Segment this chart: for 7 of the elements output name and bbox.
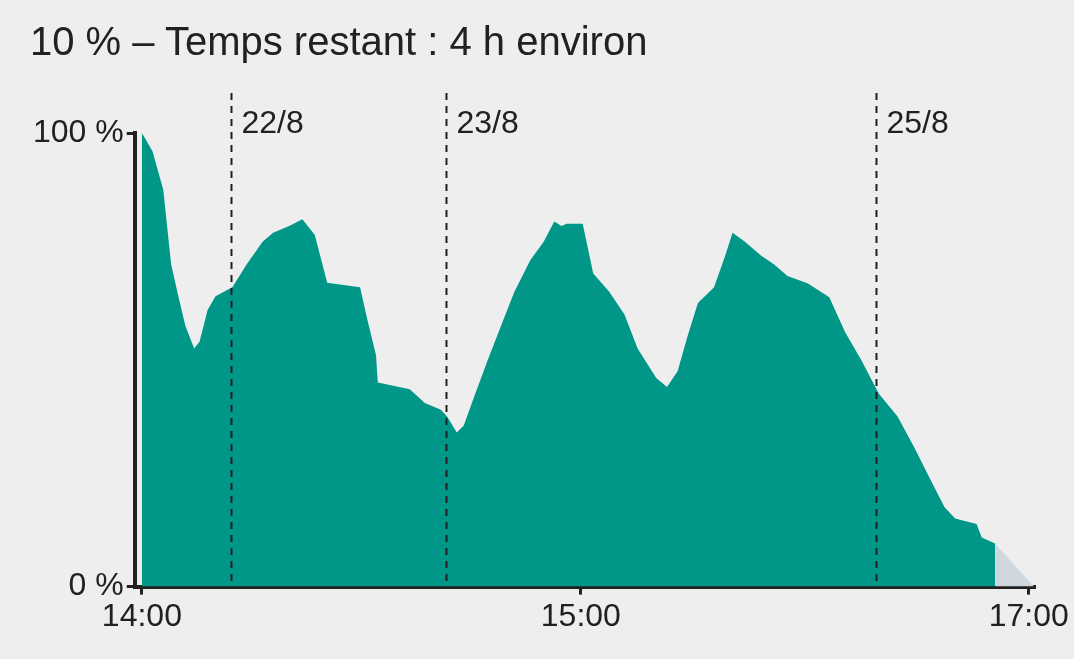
ref-line-label: 22/8	[241, 104, 304, 140]
chart-title: 10 % – Temps restant : 4 h environ	[30, 19, 648, 64]
ref-line-label: 25/8	[886, 104, 949, 140]
ref-line-label: 23/8	[456, 104, 519, 140]
x-tick-label: 17:00	[988, 596, 1069, 633]
y-tick-label: 100 %	[33, 112, 124, 149]
x-tick-label: 15:00	[540, 596, 621, 633]
